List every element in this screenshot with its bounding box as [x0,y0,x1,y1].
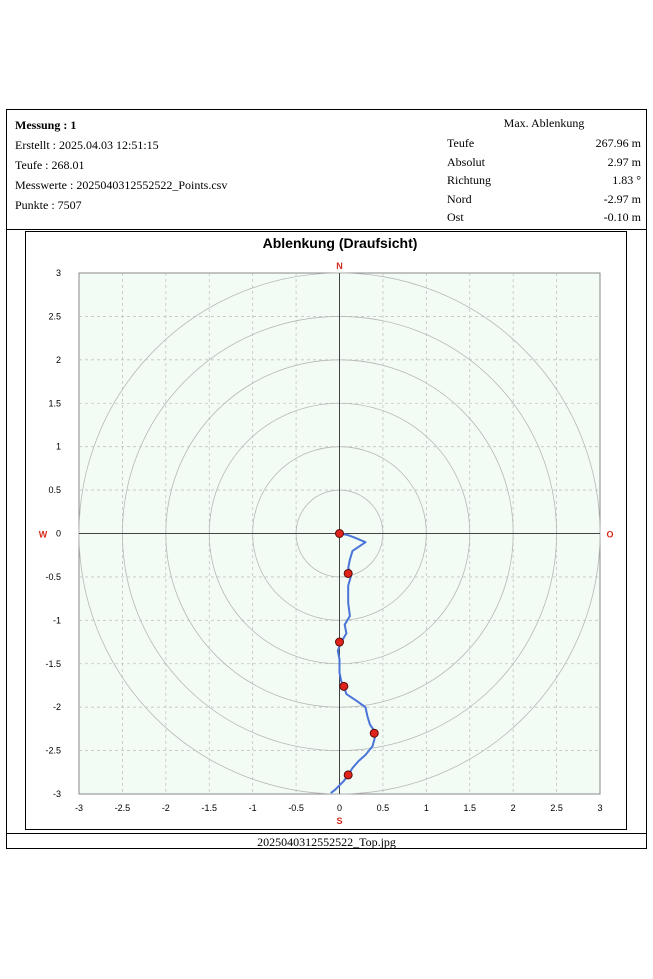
compass-east-label: O [606,530,613,540]
y-tick-label: 2 [56,355,61,365]
max-deflection-label: Richtung [447,173,491,187]
x-tick-label: -1.5 [201,803,217,813]
deflection-chart: Ablenkung (Draufsicht) -3 -2.5 -2 -1.5 -1 -0.… [39,235,614,826]
max-deflection-row: Nord -2.97 m [447,190,641,209]
y-tick-label: -2.5 [45,746,61,756]
max-deflection-value: 267.96 m [595,136,641,150]
x-tick-label: 1 [424,803,429,813]
y-tick-label: -1.5 [45,659,61,669]
measurement-title: Messung : 1 [15,118,77,132]
y-tick-label: -1 [53,615,61,625]
depth-marker [339,681,349,691]
x-tick-label: 0.5 [377,803,390,813]
values-filename: Messwerte : 2025040312552522_Points.csv [15,178,228,192]
borehole-trace [330,532,377,794]
max-deflection-label: Nord [447,191,472,206]
max-deflection-value: 2.97 m [607,154,641,169]
y-tick-label: -2 [53,702,61,712]
max-deflection-label: Teufe [447,136,475,150]
max-deflection-label: Ost [447,210,464,224]
created-timestamp: Erstellt : 2025.04.03 12:51:15 [15,138,159,152]
y-tick-label: 1.5 [48,398,61,408]
compass-west-label: W [39,530,48,540]
depth-value: Teufe : 268.01 [15,158,85,172]
x-tick-label: -3 [75,803,83,813]
x-tick-label: -1 [249,803,257,813]
max-deflection-row: Teufe 267.96 m [447,134,641,153]
y-tick-label: 0.5 [48,485,61,495]
max-deflection-heading: Max. Ablenkung [503,116,585,130]
depth-marker [369,728,379,738]
chart-container: Ablenkung (Draufsicht) -3 -2.5 -2 -1.5 -1 -0.… [25,231,627,830]
x-tick-label: -0.5 [288,803,304,813]
compass-north-label: N [336,261,343,271]
y-tick-label: 3 [56,268,61,278]
max-deflection-value: -2.97 m [603,191,641,206]
x-tick-label: 1.5 [463,803,476,813]
points-count: Punkte : 7507 [15,198,82,212]
image-filename: 2025040312552522_Top.jpg [7,833,646,849]
measurement-details: Messung : 1 Erstellt : 2025.04.03 12:51:… [15,115,415,215]
measurement-info-panel: Messung : 1 Erstellt : 2025.04.03 12:51:… [7,110,646,230]
y-tick-label: -3 [53,789,61,799]
x-tick-label: -2 [162,803,170,813]
max-deflection-row: Absolut 2.97 m [447,153,641,172]
x-tick-label: 2.5 [550,803,563,813]
depth-marker [343,770,353,780]
y-tick-label: 1 [56,442,61,452]
x-tick-label: 2 [511,803,516,813]
x-tick-label: 3 [597,803,602,813]
compass-south-label: S [336,816,342,826]
max-deflection-row: Ost -0.10 m [447,208,641,227]
depth-marker [335,529,344,538]
max-deflection-table: Max. Ablenkung Teufe 267.96 m Absolut 2.… [447,114,641,227]
max-deflection-value: 1.83 ° [612,173,641,187]
y-tick-label: 2.5 [48,311,61,321]
y-tick-label: -0.5 [45,572,61,582]
chart-title: Ablenkung (Draufsicht) [263,235,418,251]
max-deflection-label: Absolut [447,154,486,169]
y-tick-label: 0 [56,529,61,539]
depth-marker [343,568,353,578]
x-tick-label: -2.5 [115,803,131,813]
max-deflection-row: Richtung 1.83 ° [447,171,641,190]
x-tick-label: 0 [337,803,342,813]
depth-marker [335,637,344,647]
report-frame: Messung : 1 Erstellt : 2025.04.03 12:51:… [6,109,647,849]
max-deflection-value: -0.10 m [603,210,641,224]
